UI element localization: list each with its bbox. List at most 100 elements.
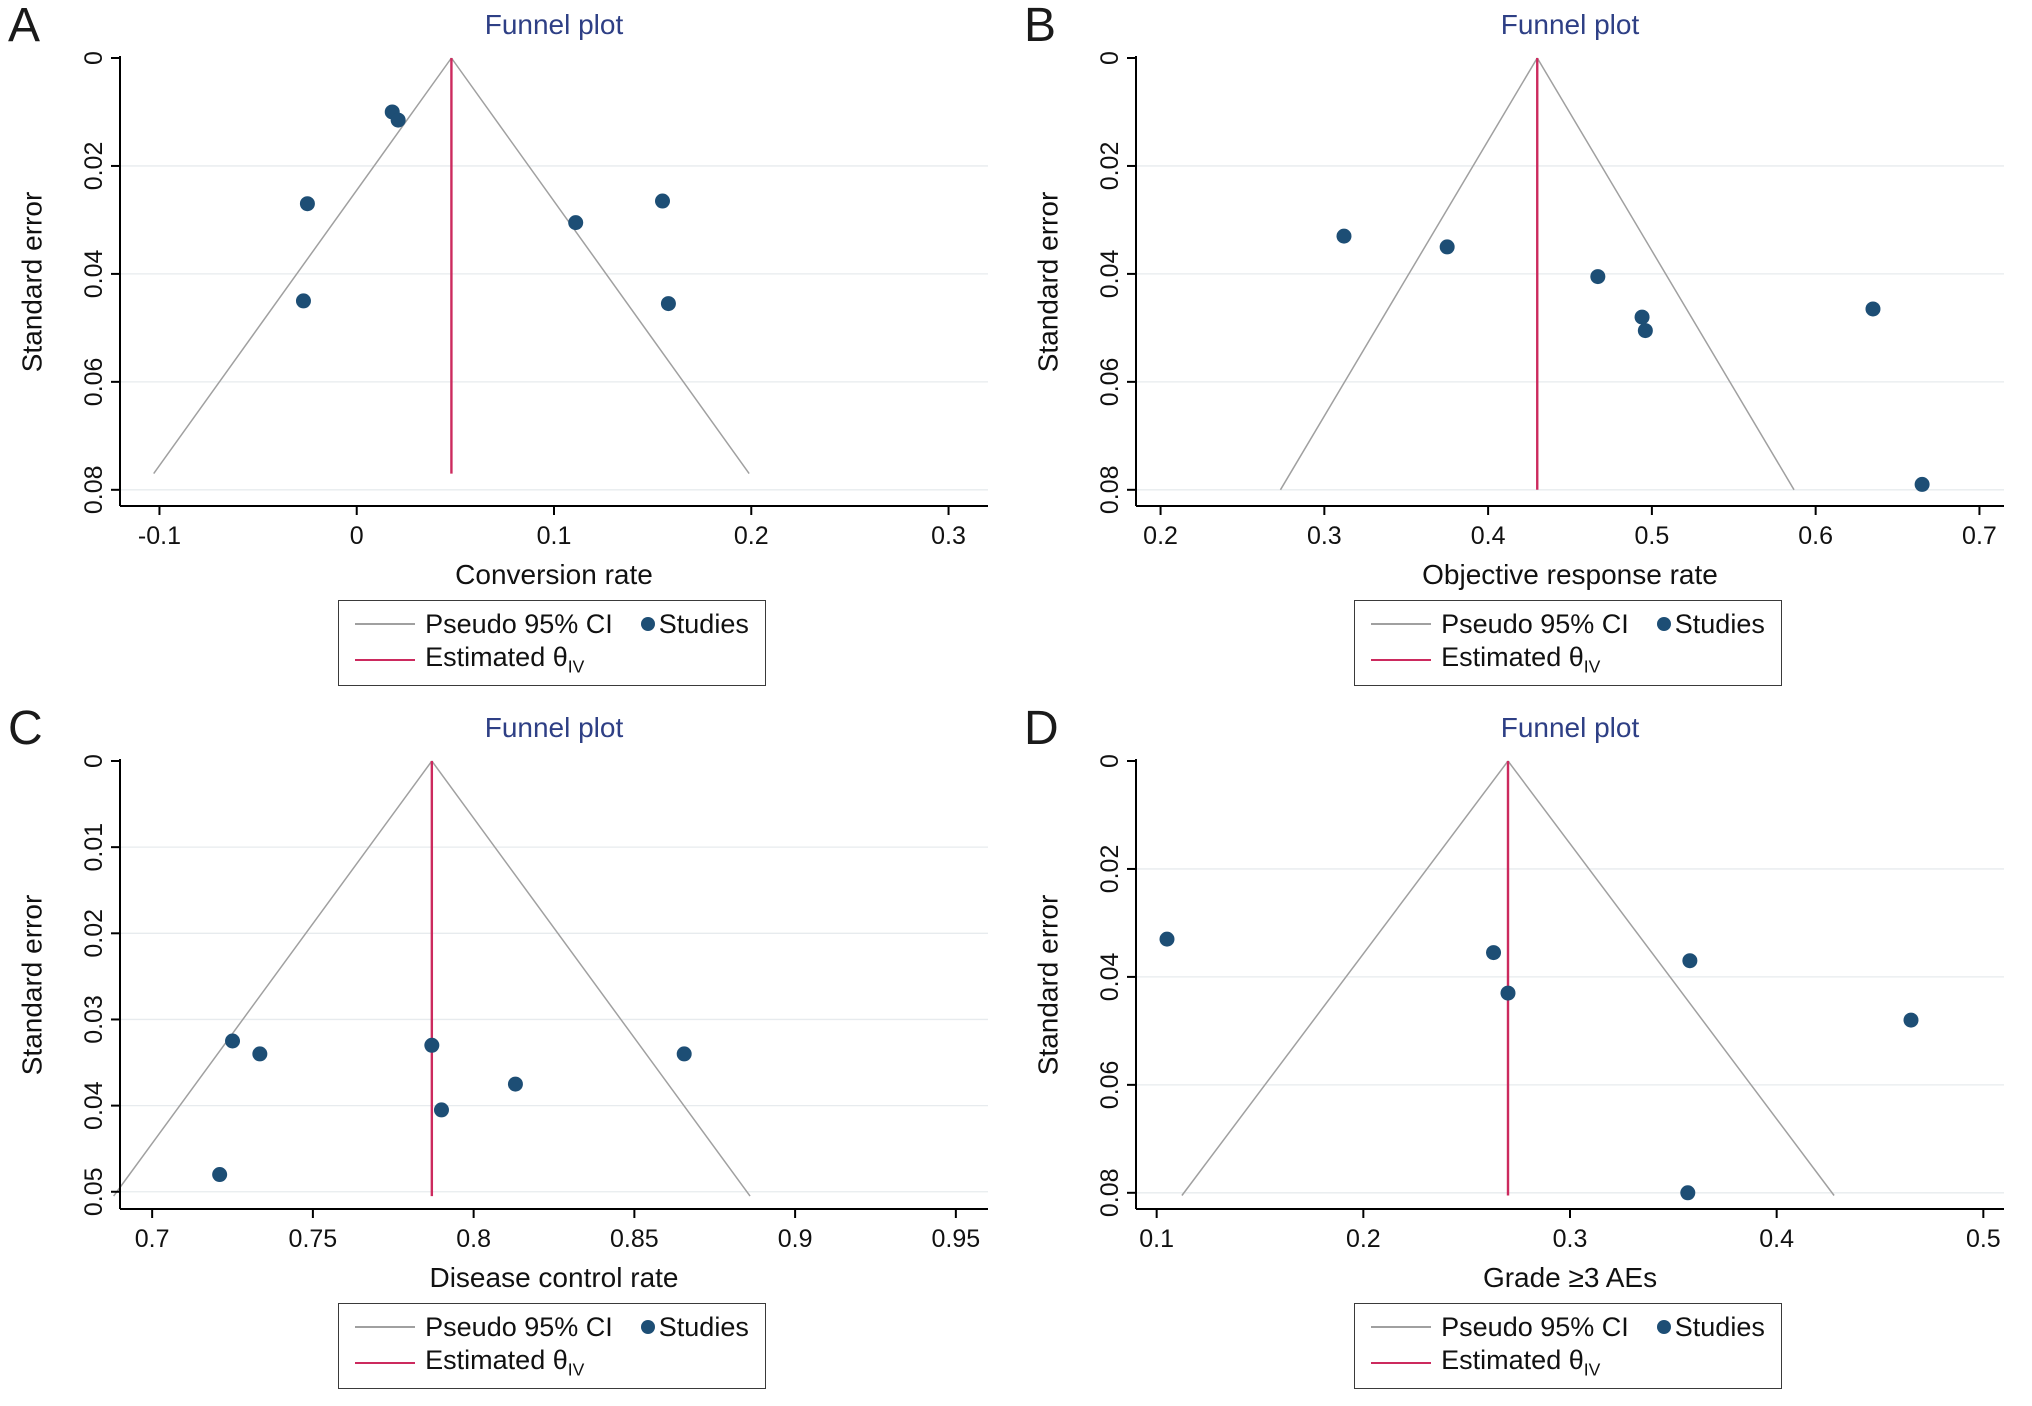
study-point: [299, 196, 315, 212]
chart-title: Funnel plot: [1501, 712, 1640, 743]
y-tick-label: 0.08: [80, 465, 108, 514]
y-tick-label: 0.06: [1096, 1061, 1124, 1110]
pseudo-ci-line-right: [1507, 760, 1835, 1196]
funnel-chart-b: 0 0.02 0.04 0.06 0.08 0.2 0.3 0.4 0.5 0.6 0.7 Funne…: [1033, 9, 2004, 590]
estimate-line-swatch: [355, 1362, 416, 1364]
y-tick-label: 0.03: [80, 995, 108, 1044]
study-point: [655, 193, 670, 209]
legend-estimate-label: Estimated θIV: [425, 642, 585, 677]
study-point: [1865, 301, 1881, 317]
y-tick-label: 0.06: [80, 358, 108, 407]
study-point: [1486, 945, 1502, 961]
study-point: [1903, 1012, 1919, 1028]
study-point: [568, 215, 584, 231]
studies-dot-swatch: [640, 1320, 655, 1334]
x-tick-label: 0.3: [931, 522, 966, 550]
x-tick-label: 0.7: [135, 1225, 170, 1253]
study-point: [252, 1046, 268, 1062]
legend-studies-label: Studies: [658, 1311, 749, 1342]
y-tick-label: 0: [80, 51, 108, 65]
x-tick-label: 0.85: [610, 1225, 659, 1253]
study-point: [1914, 476, 1930, 492]
y-tick-label: 0.08: [1096, 465, 1124, 514]
pseudo-ci-line-swatch: [355, 623, 416, 625]
legend: Pseudo 95% CI Studies Estimated θIV: [338, 600, 766, 686]
study-point: [390, 112, 406, 128]
legend-studies-label: Studies: [1674, 1311, 1765, 1342]
funnel-chart-a: 0 0.02 0.04 0.06 0.08 -0.1 0 0.1 0.2 0.3 Funnel pl…: [17, 9, 988, 590]
y-tick-label: 0.06: [1096, 358, 1124, 407]
pseudo-ci-line-right: [450, 57, 750, 475]
pseudo-ci-line-swatch: [355, 1326, 416, 1328]
legend-row-1: Pseudo 95% CI Studies: [355, 1309, 749, 1345]
legend-studies-label: Studies: [1674, 608, 1765, 639]
legend-row-2: Estimated θIV: [355, 642, 749, 678]
funnel-chart-d: 0 0.02 0.04 0.06 0.08 0.1 0.2 0.3 0.4 0.5 Funnel p…: [1033, 712, 2004, 1293]
estimate-line-swatch: [1371, 1362, 1432, 1364]
study-point: [1682, 953, 1698, 969]
legend-ci-label: Pseudo 95% CI: [425, 1311, 613, 1342]
funnel-chart-c: 0 0.01 0.02 0.03 0.04 0.05 0.7 0.75 0.8 0.85 0.9 0.…: [17, 712, 988, 1293]
study-point: [225, 1033, 241, 1049]
pseudo-ci-line-swatch: [1371, 623, 1432, 625]
pseudo-ci-line-right: [1536, 57, 1795, 491]
study-point: [424, 1037, 440, 1053]
x-tick-label: 0.75: [289, 1225, 338, 1253]
study-point: [1439, 239, 1455, 255]
chart-title: Funnel plot: [1501, 9, 1640, 40]
y-tick-label: 0.08: [1096, 1168, 1124, 1217]
legend-ci-label: Pseudo 95% CI: [425, 608, 613, 639]
x-tick-label: 0.3: [1307, 522, 1342, 550]
estimate-line-swatch: [1371, 659, 1432, 661]
pseudo-ci-line-left: [1181, 760, 1509, 1196]
study-point: [1500, 985, 1516, 1001]
y-axis-label: Standard error: [17, 895, 48, 1076]
x-tick-label: 0.95: [932, 1225, 981, 1253]
legend-row-2: Estimated θIV: [1371, 642, 1765, 678]
x-tick-label: 0.5: [1966, 1225, 2001, 1253]
x-tick-label: 0.4: [1471, 522, 1506, 550]
y-tick-label: 0.01: [80, 823, 108, 872]
pseudo-ci-line-swatch: [1371, 1326, 1432, 1328]
y-axis-label: Standard error: [1033, 895, 1064, 1076]
study-point: [1634, 309, 1650, 325]
funnel-panel-d: D 0 0.02 0.04 0.06 0.08 0.1 0.2 0.3 0.4 0.5 Funnel…: [1016, 703, 2032, 1406]
study-point: [212, 1167, 228, 1183]
study-point: [676, 1046, 692, 1062]
y-tick-label: 0.04: [1096, 952, 1124, 1001]
study-point: [295, 293, 311, 309]
studies-dot-swatch: [1656, 1320, 1671, 1334]
pseudo-ci-line-right: [431, 760, 751, 1197]
x-tick-label: 0.5: [1635, 522, 1670, 550]
y-tick-label: 0.02: [1096, 845, 1124, 894]
funnel-panel-a: A 0 0.02 0.04 0.06 0.08 -0.1 0 0.1 0.2 0.3 Funnel …: [0, 0, 1016, 703]
panel-letter: D: [1024, 702, 1059, 755]
x-tick-label: -0.1: [138, 522, 181, 550]
study-point: [1637, 323, 1653, 339]
x-tick-label: 0.3: [1553, 1225, 1588, 1253]
panel-letter: A: [8, 0, 41, 52]
x-tick-label: 0.7: [1962, 522, 1997, 550]
study-point: [1680, 1185, 1696, 1201]
x-axis-label: Grade ≥3 AEs: [1483, 1262, 1657, 1293]
x-tick-label: 0.2: [1346, 1225, 1381, 1253]
chart-title: Funnel plot: [485, 9, 624, 40]
y-tick-label: 0.04: [1096, 249, 1124, 298]
x-tick-label: 0.8: [456, 1225, 491, 1253]
pseudo-ci-line-left: [153, 57, 453, 475]
legend-row-2: Estimated θIV: [355, 1345, 749, 1381]
x-axis-label: Conversion rate: [455, 559, 653, 590]
y-tick-label: 0.04: [80, 249, 108, 298]
study-point: [433, 1102, 449, 1118]
study-point: [507, 1076, 523, 1092]
legend-ci-label: Pseudo 95% CI: [1441, 1311, 1629, 1342]
y-tick-label: 0.02: [80, 142, 108, 191]
y-axis-label: Standard error: [1033, 192, 1064, 373]
legend-estimate-label: Estimated θIV: [425, 1345, 585, 1380]
x-tick-label: 0.2: [1143, 522, 1178, 550]
y-tick-label: 0: [80, 754, 108, 768]
legend: Pseudo 95% CI Studies Estimated θIV: [1354, 600, 1782, 686]
legend-studies-label: Studies: [658, 608, 749, 639]
y-axis-label: Standard error: [17, 192, 48, 373]
